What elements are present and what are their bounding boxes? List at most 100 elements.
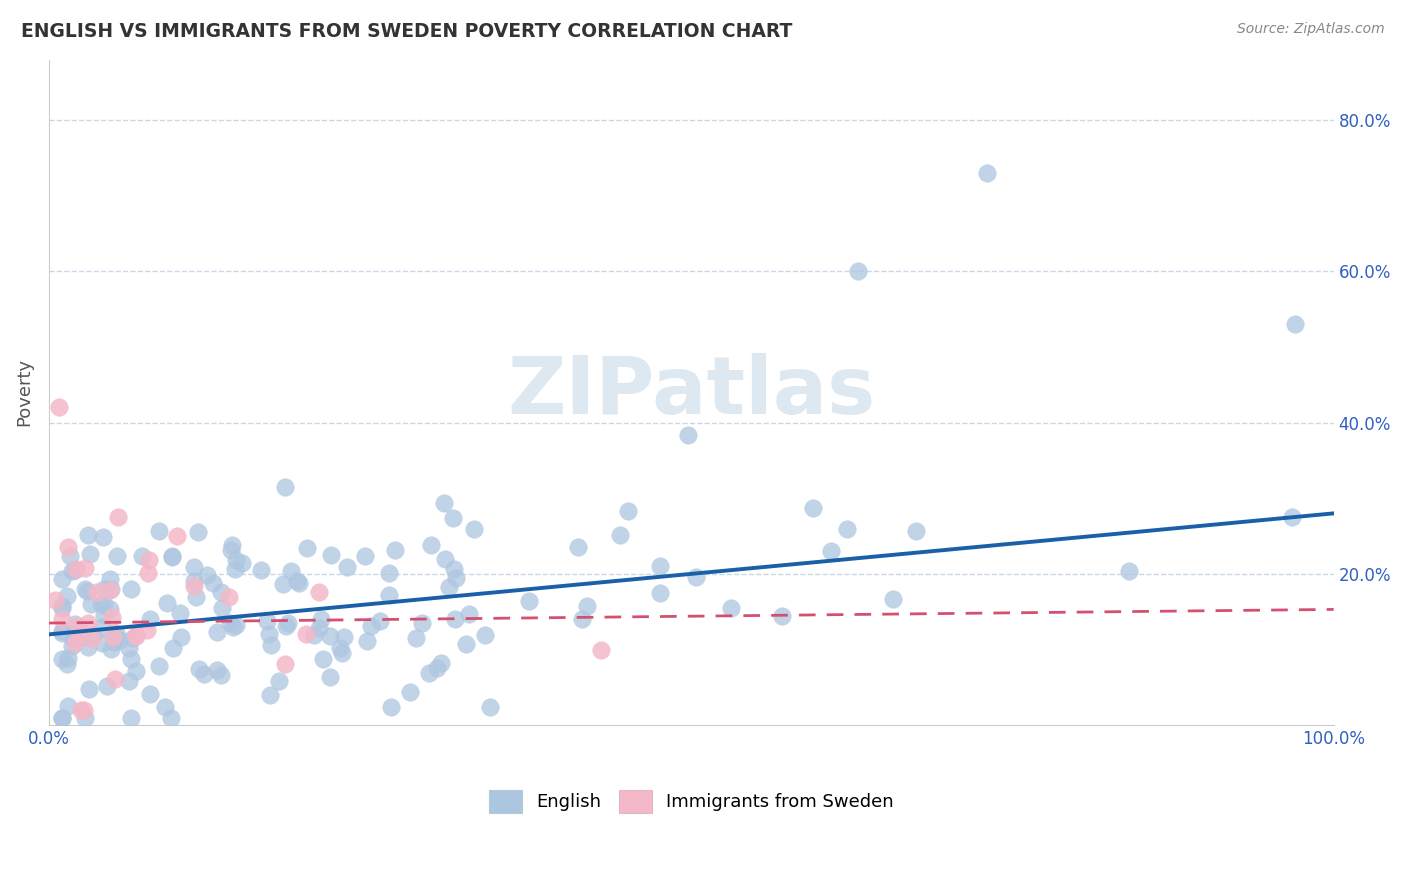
Point: [91, 620, 114, 634]
Point: [399, 685, 422, 699]
Point: [1281, 509, 1303, 524]
Point: [70, 703, 93, 717]
Point: [308, 621, 330, 635]
Point: [124, 628, 146, 642]
Point: [311, 652, 333, 666]
Point: [231, 557, 253, 571]
Point: [69, 627, 91, 641]
Point: [443, 562, 465, 576]
Point: [139, 612, 162, 626]
Point: [155, 699, 177, 714]
Point: [575, 599, 598, 614]
Point: [90, 597, 112, 611]
Point: [259, 688, 281, 702]
Point: [104, 672, 127, 686]
Point: [225, 552, 247, 566]
Point: [356, 634, 378, 648]
Point: [138, 553, 160, 567]
Point: [329, 641, 352, 656]
Point: [76, 616, 98, 631]
Point: [260, 638, 283, 652]
Point: [120, 652, 142, 666]
Point: [98, 602, 121, 616]
Point: [882, 592, 904, 607]
Point: [224, 562, 246, 576]
Point: [160, 710, 183, 724]
Point: [218, 590, 240, 604]
Point: [91, 530, 114, 544]
Point: [56, 589, 79, 603]
Point: [976, 166, 998, 180]
Point: [319, 629, 342, 643]
Point: [51, 600, 73, 615]
Point: [63, 636, 86, 650]
Point: [444, 571, 467, 585]
Point: [685, 569, 707, 583]
Point: [205, 625, 228, 640]
Point: [101, 630, 124, 644]
Point: [183, 579, 205, 593]
Point: [65, 562, 87, 576]
Point: [107, 549, 129, 563]
Point: [676, 427, 699, 442]
Point: [567, 540, 589, 554]
Point: [101, 609, 124, 624]
Point: [617, 504, 640, 518]
Point: [276, 619, 298, 633]
Point: [478, 700, 501, 714]
Point: [221, 538, 243, 552]
Point: [58, 540, 80, 554]
Point: [405, 631, 427, 645]
Point: [426, 660, 449, 674]
Point: [378, 566, 401, 580]
Text: ZIPatlas: ZIPatlas: [508, 353, 876, 432]
Point: [458, 607, 481, 622]
Point: [51, 611, 73, 625]
Point: [148, 659, 170, 673]
Point: [835, 522, 858, 536]
Point: [100, 642, 122, 657]
Point: [256, 615, 278, 629]
Point: [93, 608, 115, 623]
Point: [62, 632, 84, 646]
Point: [51, 624, 73, 638]
Point: [429, 657, 451, 671]
Point: [193, 666, 215, 681]
Point: [76, 640, 98, 654]
Point: [1284, 318, 1306, 332]
Point: [124, 628, 146, 642]
Point: [609, 527, 631, 541]
Point: [225, 618, 247, 632]
Point: [384, 542, 406, 557]
Point: [904, 524, 927, 538]
Point: [56, 657, 79, 672]
Point: [437, 580, 460, 594]
Point: [195, 568, 218, 582]
Point: [205, 664, 228, 678]
Point: [63, 563, 86, 577]
Point: [295, 627, 318, 641]
Point: [418, 666, 440, 681]
Point: [107, 509, 129, 524]
Point: [66, 619, 89, 633]
Point: [250, 563, 273, 577]
Point: [79, 547, 101, 561]
Point: [120, 582, 142, 596]
Point: [274, 480, 297, 494]
Point: [184, 591, 207, 605]
Point: [280, 564, 302, 578]
Point: [419, 538, 441, 552]
Point: [209, 668, 232, 682]
Point: [820, 544, 842, 558]
Point: [201, 575, 224, 590]
Point: [76, 528, 98, 542]
Point: [380, 699, 402, 714]
Point: [131, 549, 153, 563]
Point: [770, 609, 793, 624]
Point: [336, 559, 359, 574]
Point: [454, 637, 477, 651]
Point: [411, 615, 433, 630]
Point: [118, 641, 141, 656]
Point: [103, 635, 125, 649]
Point: [360, 619, 382, 633]
